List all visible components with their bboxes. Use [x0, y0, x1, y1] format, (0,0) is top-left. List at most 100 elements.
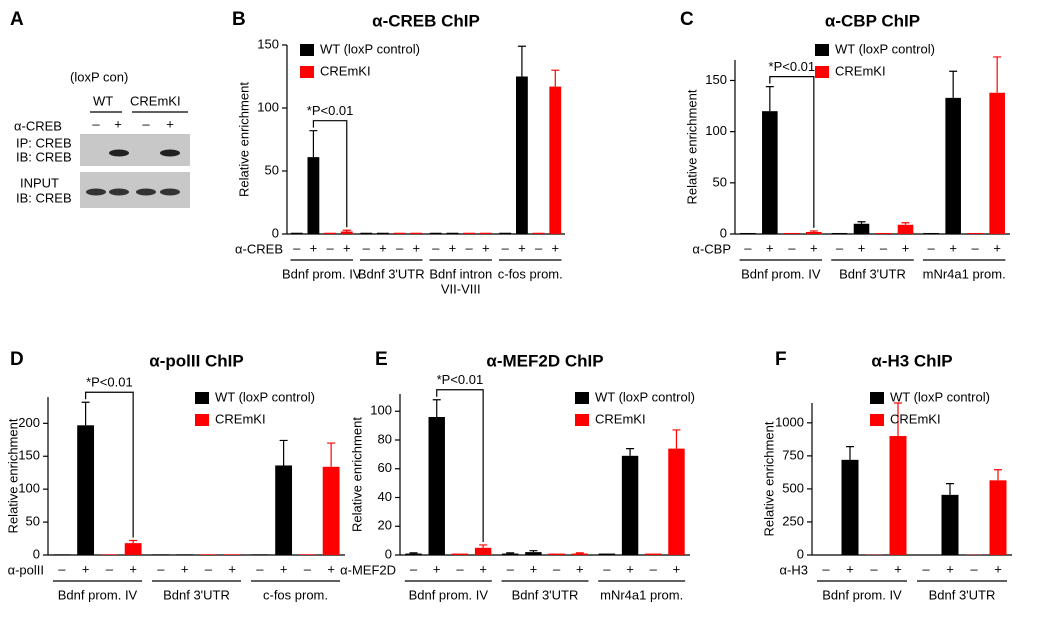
bar — [298, 554, 316, 555]
condition-label: – — [922, 561, 930, 576]
bar — [360, 232, 373, 234]
legend-label: CREmKI — [595, 411, 646, 426]
error-bar — [765, 86, 774, 112]
blot-band — [109, 188, 129, 196]
bar — [429, 232, 442, 234]
bar — [525, 552, 542, 555]
bar — [923, 232, 939, 234]
y-axis-title: Relative enrichment — [5, 418, 20, 533]
legend-label: CREmKI — [835, 63, 886, 78]
antibody-label: α-CREB — [235, 241, 283, 256]
blot-band — [160, 188, 180, 196]
error-bar — [809, 230, 818, 232]
y-tick-label: 250 — [782, 513, 804, 528]
group-label: Bdnf prom. IV — [822, 587, 902, 602]
condition-label: + — [993, 240, 1001, 255]
error-bar — [409, 552, 418, 554]
lane-label: – — [142, 116, 150, 131]
y-axis-title: Relative enrichment — [684, 89, 699, 204]
blot-band — [109, 149, 129, 157]
error-bar — [129, 539, 138, 544]
legend-label: WT (loxP control) — [835, 41, 935, 56]
condition-label: + — [576, 561, 584, 576]
bar — [571, 553, 589, 555]
y-tick-label: 50 — [26, 514, 40, 529]
legend-label: WT (loxP control) — [215, 389, 315, 404]
condition-label: – — [744, 240, 752, 255]
group-label: Bdnf 3'UTR — [358, 266, 425, 281]
error-bar — [949, 70, 958, 98]
bar — [340, 231, 353, 234]
y-tick-label: 150 — [18, 448, 40, 463]
condition-label: – — [788, 240, 796, 255]
error-bar — [994, 469, 1002, 481]
bar — [275, 465, 293, 555]
condition-label: + — [310, 240, 318, 255]
bar — [463, 232, 475, 234]
y-tick-label: 0 — [385, 546, 392, 561]
bar — [897, 224, 914, 234]
condition-label: – — [553, 561, 561, 576]
panel-letter: C — [680, 9, 694, 30]
y-tick-label: 150 — [705, 72, 727, 87]
error-bar — [672, 429, 681, 449]
bar — [446, 232, 459, 234]
condition-label: + — [946, 561, 954, 576]
bar — [941, 494, 959, 555]
y-tick-label: 100 — [257, 99, 279, 114]
bar — [516, 76, 528, 234]
group-label: c-fos prom. — [263, 587, 328, 602]
condition-label: – — [326, 240, 334, 255]
panel-letter: B — [232, 9, 246, 30]
bar — [428, 417, 445, 555]
group-label: VII-VIII — [441, 281, 481, 296]
bar — [532, 232, 545, 234]
condition-label: + — [82, 561, 90, 576]
error-bar — [575, 552, 584, 554]
condition-label: – — [363, 240, 371, 255]
y-tick-label: 50 — [713, 174, 727, 189]
significance-bracket — [436, 389, 484, 542]
error-bar — [626, 448, 635, 456]
y-tick-label: 80 — [378, 431, 392, 446]
legend-swatch — [575, 414, 589, 426]
y-axis-title: Relative enrichment — [349, 417, 364, 532]
condition-label: + — [327, 561, 335, 576]
bar — [251, 554, 269, 555]
condition-label: + — [673, 561, 681, 576]
condition-label: + — [343, 240, 351, 255]
bar — [451, 553, 469, 555]
bar — [806, 231, 822, 234]
condition-label: – — [502, 240, 510, 255]
group-label: Bdnf prom. IV — [409, 587, 489, 602]
bar — [831, 232, 848, 234]
group-label: Bdnf 3'UTR — [839, 266, 906, 281]
y-axis-title: Relative enrichment — [761, 421, 776, 536]
condition-label: – — [972, 240, 980, 255]
bar — [740, 232, 756, 234]
error-bar — [846, 446, 854, 460]
bar — [668, 448, 685, 555]
condition-label: – — [304, 561, 312, 576]
bar — [176, 554, 194, 555]
condition-label: + — [766, 240, 774, 255]
error-bar — [946, 483, 954, 495]
y-tick-label: 50 — [265, 162, 279, 177]
antibody-label: α-polII — [8, 562, 44, 577]
chart-title: α-MEF2D ChIP — [486, 351, 603, 370]
legend-swatch — [195, 414, 209, 426]
legend-label: WT (loxP control) — [890, 389, 990, 404]
legend-swatch — [815, 44, 829, 56]
condition-label: – — [535, 240, 543, 255]
legend-label: WT (loxP control) — [595, 389, 695, 404]
blot-row-label: INPUT — [20, 175, 59, 190]
error-bar — [506, 552, 515, 554]
legend-swatch — [870, 392, 884, 404]
y-tick-label: 1000 — [775, 414, 804, 429]
condition-label: – — [293, 240, 301, 255]
blot-antibody: α-CREB — [14, 118, 62, 133]
